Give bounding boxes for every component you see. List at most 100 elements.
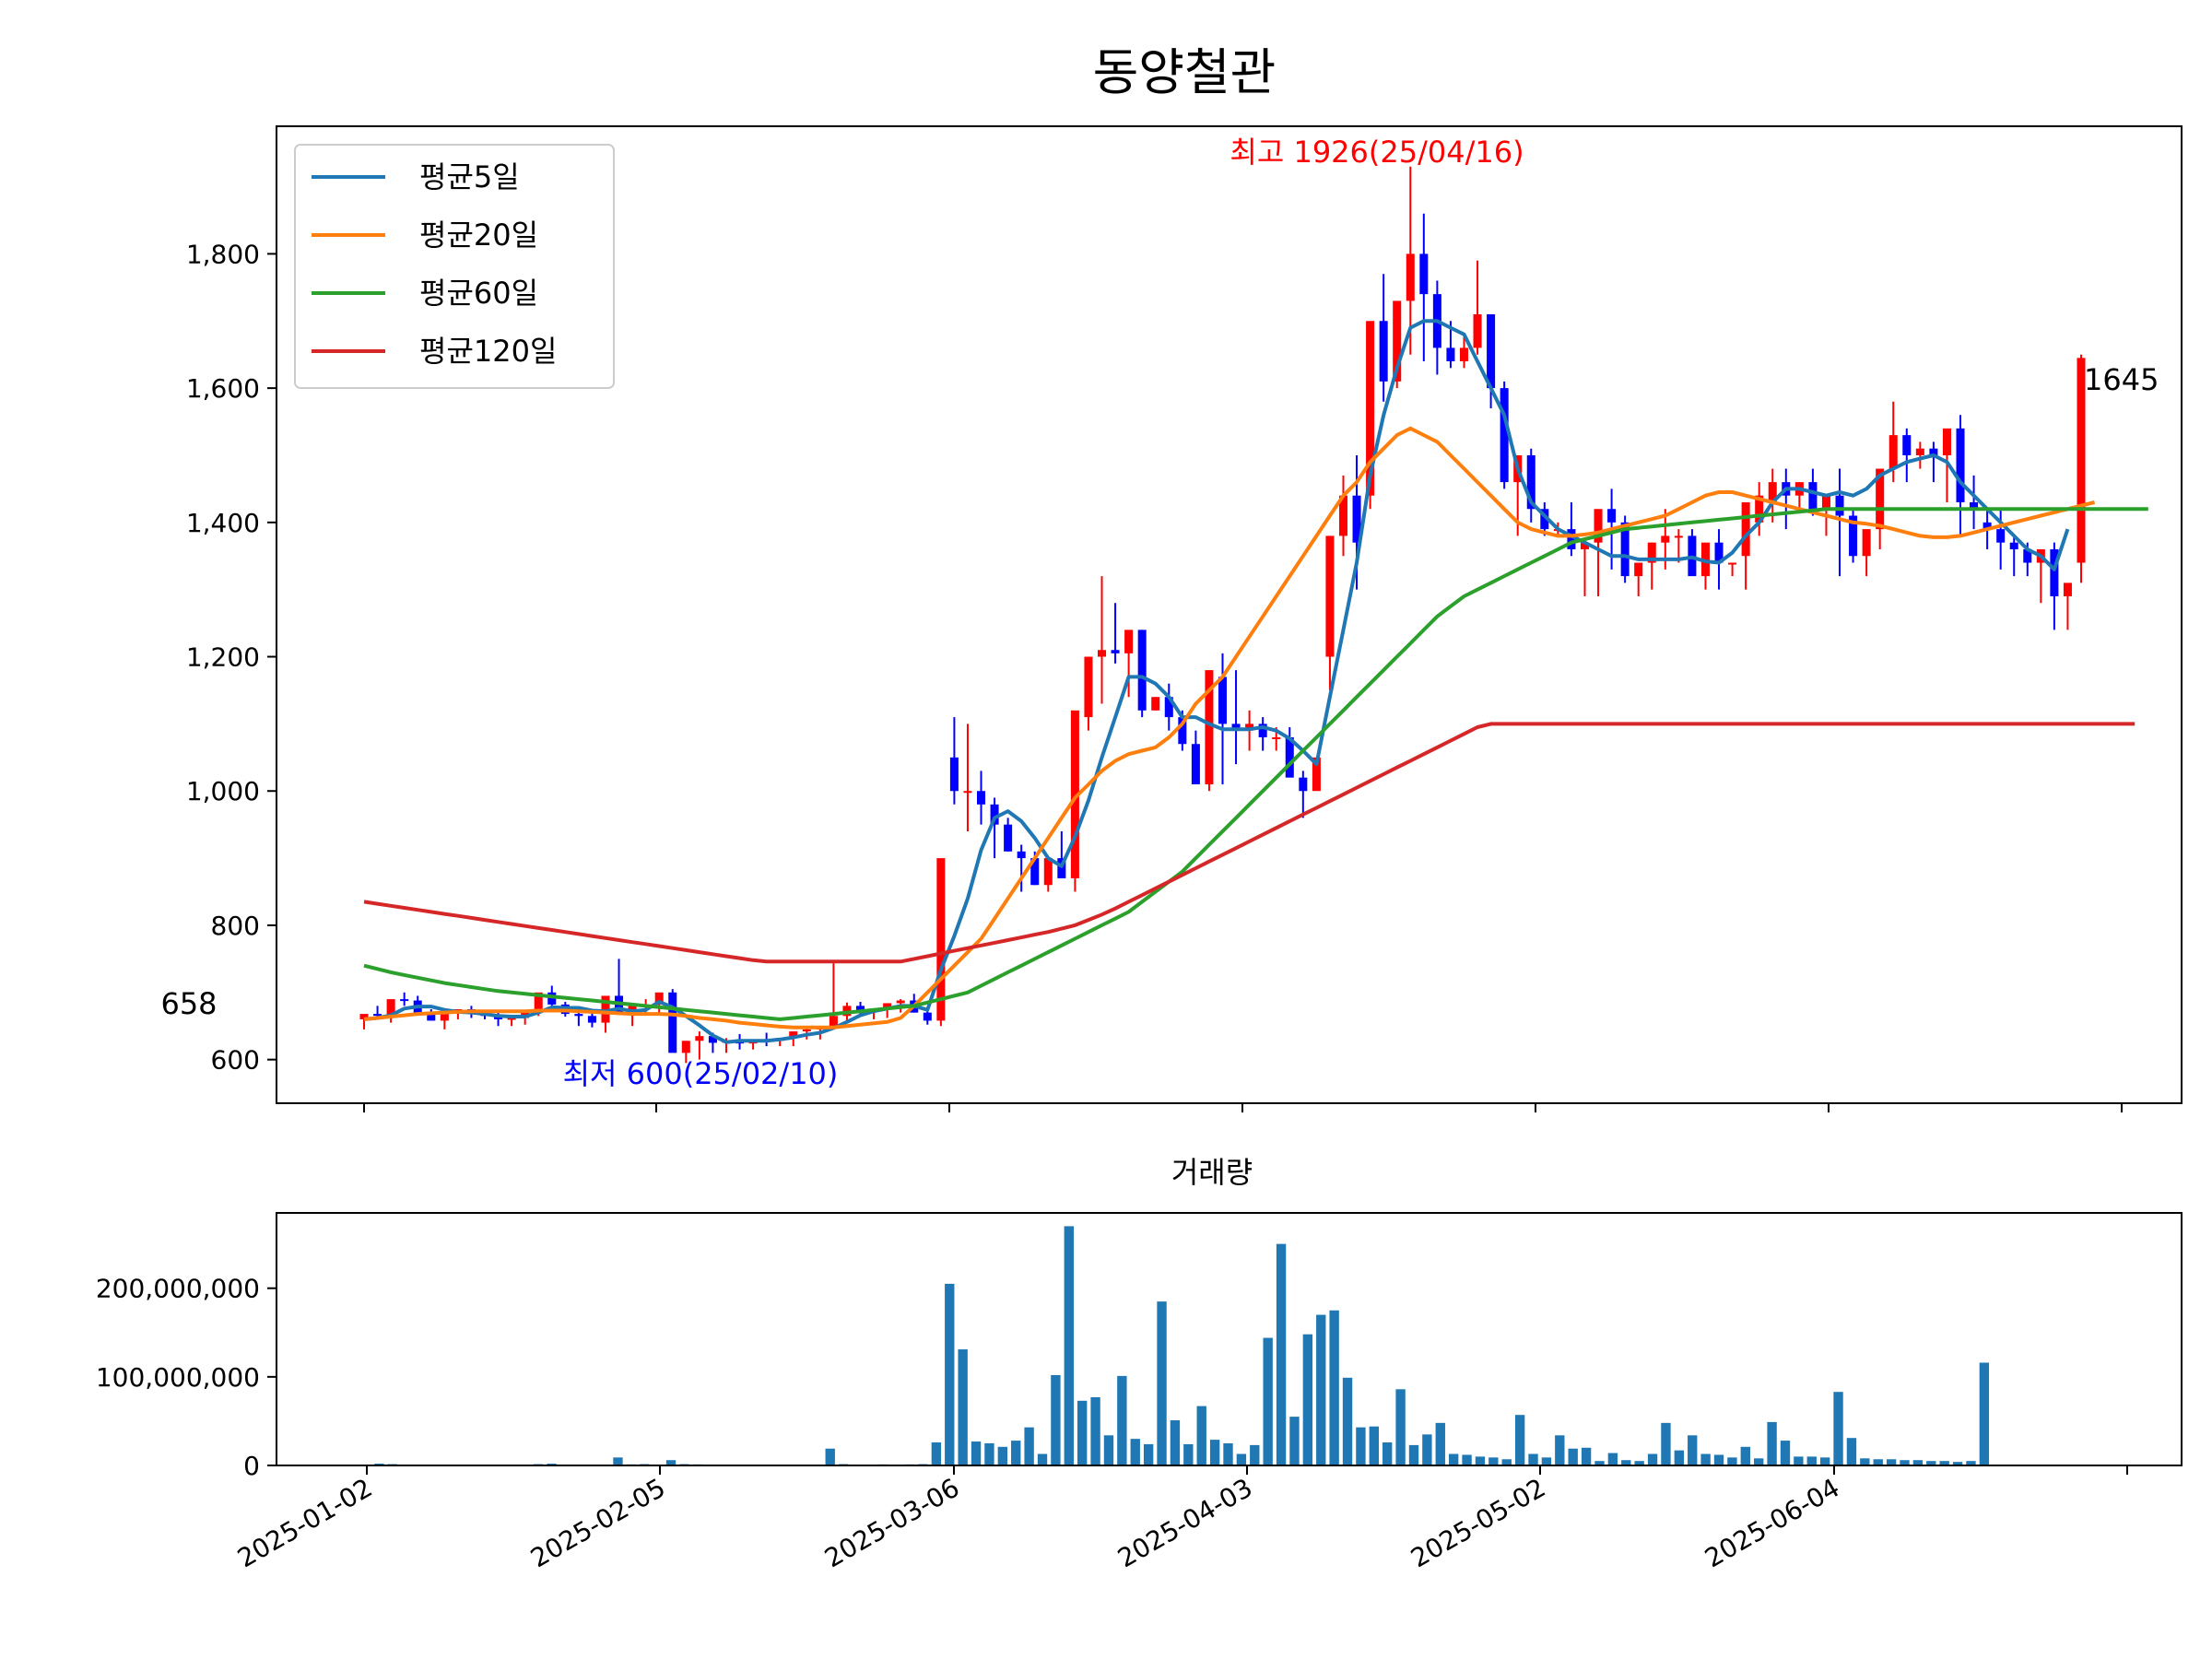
volume-bar bbox=[1754, 1458, 1764, 1465]
volume-bar bbox=[1514, 1415, 1525, 1465]
volume-bar bbox=[1103, 1435, 1114, 1465]
volume-bar bbox=[1170, 1419, 1181, 1465]
candles-group bbox=[359, 166, 2086, 1064]
candle-body bbox=[1124, 629, 1134, 653]
price-y-tick-label: 1,200 bbox=[186, 642, 260, 673]
volume-bar bbox=[1157, 1301, 1167, 1465]
candle-body bbox=[1084, 656, 1093, 718]
candle-body bbox=[521, 1011, 530, 1018]
candle-body bbox=[1700, 542, 1710, 577]
candle-body bbox=[1205, 670, 1214, 784]
volume-bar bbox=[1011, 1441, 1021, 1465]
candle-body bbox=[1634, 562, 1643, 577]
candle-body bbox=[668, 992, 677, 1053]
candle-body bbox=[708, 1036, 717, 1043]
candle-body bbox=[359, 1014, 369, 1019]
price-y-tick-label: 1,400 bbox=[186, 508, 260, 538]
candle-body bbox=[1017, 851, 1026, 859]
volume-bar bbox=[1130, 1439, 1140, 1465]
volume-bar bbox=[958, 1349, 968, 1465]
low-annotation: 최저 600(25/02/10) bbox=[563, 1056, 839, 1091]
candle-body bbox=[1070, 710, 1079, 878]
candle-body bbox=[802, 1029, 811, 1032]
candle-body bbox=[949, 757, 959, 792]
candle-body bbox=[681, 1041, 690, 1053]
volume-bar bbox=[1302, 1334, 1313, 1465]
candle-body bbox=[1526, 454, 1535, 510]
candle-body bbox=[1231, 724, 1241, 731]
candle-body bbox=[1876, 468, 1885, 530]
candle-body bbox=[1728, 562, 1737, 565]
volume-bar bbox=[1634, 1461, 1644, 1465]
volume-bar bbox=[945, 1283, 955, 1465]
volume-bar bbox=[971, 1441, 982, 1465]
legend-label-ma5: 평균5일 bbox=[419, 159, 520, 194]
volume-bar bbox=[1806, 1456, 1817, 1465]
candle-body bbox=[695, 1036, 704, 1041]
volume-bar bbox=[1117, 1375, 1127, 1465]
volume-bar bbox=[1647, 1453, 1658, 1465]
volume-bar bbox=[1223, 1442, 1233, 1465]
candle-body bbox=[1835, 495, 1844, 516]
candle-body bbox=[1245, 724, 1254, 731]
candle-body bbox=[628, 1006, 637, 1013]
legend: 평균5일 평균20일 평균60일 평균120일 bbox=[294, 144, 615, 389]
candle-body bbox=[1714, 542, 1724, 563]
candle-body bbox=[534, 992, 543, 1012]
candle-body bbox=[2063, 582, 2072, 596]
volume-bar bbox=[1143, 1443, 1154, 1465]
volume-bar bbox=[1713, 1454, 1724, 1465]
volume-bar bbox=[1568, 1448, 1578, 1465]
volume-bar bbox=[1846, 1438, 1857, 1465]
candle-body bbox=[373, 1014, 382, 1017]
volume-bar bbox=[1462, 1454, 1472, 1465]
candle-body bbox=[1996, 529, 2006, 543]
candle-body bbox=[936, 858, 946, 1021]
candle-body bbox=[1661, 535, 1670, 543]
volume-bar bbox=[1475, 1456, 1486, 1465]
candle-body bbox=[1218, 677, 1228, 724]
candle-body bbox=[400, 999, 409, 1002]
volume-bar bbox=[1952, 1462, 1963, 1465]
last-close-label: 1645 bbox=[2084, 362, 2159, 397]
volume-bar bbox=[1661, 1422, 1671, 1465]
candle-body bbox=[1849, 515, 1858, 557]
volume-y-tick-label: 100,000,000 bbox=[96, 1362, 260, 1393]
volume-bar bbox=[1700, 1453, 1711, 1465]
volume-y-tick-label: 200,000,000 bbox=[96, 1274, 260, 1304]
candle-body bbox=[1285, 736, 1294, 778]
volume-bar bbox=[1077, 1400, 1088, 1465]
volume-bar bbox=[1926, 1461, 1936, 1465]
candle-body bbox=[1594, 509, 1603, 543]
volume-bar bbox=[1276, 1243, 1287, 1465]
candle-body bbox=[2023, 548, 2032, 563]
volume-bar bbox=[1833, 1392, 1843, 1465]
candle-body bbox=[1970, 501, 1979, 510]
candle-body bbox=[1500, 388, 1509, 483]
candle-body bbox=[1191, 744, 1200, 784]
candle-body bbox=[789, 1031, 798, 1039]
volume-bar bbox=[1607, 1453, 1618, 1465]
volume-bar bbox=[1064, 1226, 1074, 1465]
legend-box bbox=[294, 144, 615, 389]
candle-body bbox=[1312, 757, 1321, 792]
volume-bar bbox=[1528, 1453, 1538, 1465]
volume-bar bbox=[1395, 1389, 1406, 1465]
volume-bar bbox=[984, 1442, 994, 1465]
volume-bar bbox=[613, 1457, 623, 1465]
volume-bar bbox=[1979, 1362, 1990, 1465]
candle-body bbox=[1419, 253, 1429, 295]
candle-body bbox=[1956, 428, 1965, 502]
candle-body bbox=[856, 1006, 865, 1012]
volume-bar bbox=[1329, 1310, 1339, 1465]
candle-body bbox=[1487, 313, 1496, 389]
candle-body bbox=[1325, 535, 1335, 657]
candle-body bbox=[547, 992, 557, 1005]
volume-bars-group bbox=[360, 1226, 2096, 1466]
volume-bar bbox=[1209, 1440, 1220, 1465]
volume-bar bbox=[931, 1442, 942, 1465]
candle-body bbox=[1178, 717, 1187, 745]
candle-body bbox=[1620, 522, 1630, 577]
